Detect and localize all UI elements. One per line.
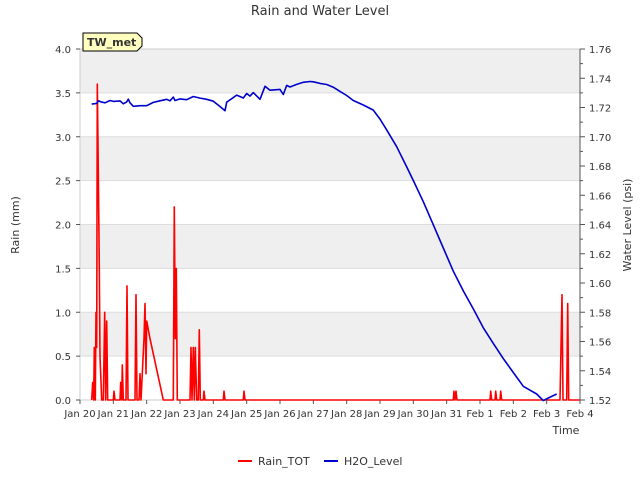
y-left-tick-label: 2.0 xyxy=(55,221,71,232)
y-right-tick-label: 1.56 xyxy=(589,338,611,349)
x-tick-label: Jan 22 xyxy=(130,409,162,420)
y-left-tick-label: 3.0 xyxy=(55,133,71,144)
y-right-tick-label: 1.74 xyxy=(589,74,611,85)
right-axis: 1.52 1.54 1.56 1.58 1.60 1.62 1.64 1.66 1.68 1.70… xyxy=(579,45,611,407)
y-right-tick-label: 1.76 xyxy=(589,45,611,56)
y-left-label: Rain (mm) xyxy=(9,196,22,254)
legend: Rain_TOT H2O_Level xyxy=(238,455,402,468)
grid-band xyxy=(80,224,580,269)
y-right-tick-label: 1.68 xyxy=(589,162,611,173)
y-right-tick-label: 1.66 xyxy=(589,191,611,202)
y-right-tick-label: 1.54 xyxy=(589,367,611,378)
legend-label-rain: Rain_TOT xyxy=(258,455,310,468)
y-left-tick-label: 3.5 xyxy=(55,89,71,100)
y-left-tick-label: 1.0 xyxy=(55,308,71,319)
x-tick-label: Feb 2 xyxy=(500,409,527,420)
grid-band xyxy=(80,136,580,181)
x-tick-label: Jan 31 xyxy=(430,409,462,420)
y-right-label: Water Level (psi) xyxy=(621,179,634,272)
series-line-h2o-level xyxy=(91,80,558,402)
y-left-tick-label: 2.5 xyxy=(55,177,71,188)
y-right-tick-label: 1.62 xyxy=(589,250,611,261)
y-right-tick-label: 1.60 xyxy=(589,279,611,290)
legend-label-water: H2O_Level xyxy=(344,455,402,468)
y-right-tick-label: 1.58 xyxy=(589,308,611,319)
y-right-tick-label: 1.64 xyxy=(589,221,611,232)
x-tick-label: Jan 25 xyxy=(230,409,262,420)
x-tick-label: Jan 27 xyxy=(297,409,329,420)
y-right-tick-label: 1.70 xyxy=(589,133,611,144)
x-tick-label: Jan 21 xyxy=(97,409,129,420)
x-tick-label: Feb 4 xyxy=(566,409,593,420)
y-right-tick-label: 1.52 xyxy=(589,396,611,407)
series-line-rain-tot xyxy=(90,83,580,401)
y-right-tick-label: 1.72 xyxy=(589,104,611,115)
left-axis: 0.0 0.5 1.0 1.5 2.0 2.5 3.0 3.5 4.0 xyxy=(55,45,80,407)
x-tick-label: Jan 28 xyxy=(330,409,362,420)
y-left-tick-label: 0.0 xyxy=(55,396,71,407)
x-tick-label: Jan 23 xyxy=(163,409,195,420)
site-label-box xyxy=(82,32,143,52)
x-tick-label: Jan 29 xyxy=(363,409,395,420)
y-left-tick-label: 0.5 xyxy=(55,352,71,363)
x-tick-label: Jan 24 xyxy=(197,409,229,420)
x-tick-label: Feb 1 xyxy=(466,409,493,420)
y-left-tick-label: 1.5 xyxy=(55,264,71,275)
x-tick-label: Jan 20 xyxy=(63,409,95,420)
x-axis-label: Time xyxy=(552,424,580,437)
x-tick-label: Jan 30 xyxy=(397,409,429,420)
y-left-tick-label: 4.0 xyxy=(55,45,71,56)
series-layer xyxy=(90,80,580,402)
x-tick-label: Feb 3 xyxy=(533,409,560,420)
x-axis: Jan 20 Jan 21 Jan 22 Jan 23 Jan 24 Jan 25 Jan … xyxy=(63,400,594,420)
background-bands xyxy=(80,49,580,357)
grid-band xyxy=(80,312,580,357)
chart-title: Rain and Water Level xyxy=(251,4,389,19)
site-label: TW_met xyxy=(82,32,143,52)
x-tick-label: Jan 26 xyxy=(263,409,295,420)
site-label-text: TW_met xyxy=(87,36,136,49)
